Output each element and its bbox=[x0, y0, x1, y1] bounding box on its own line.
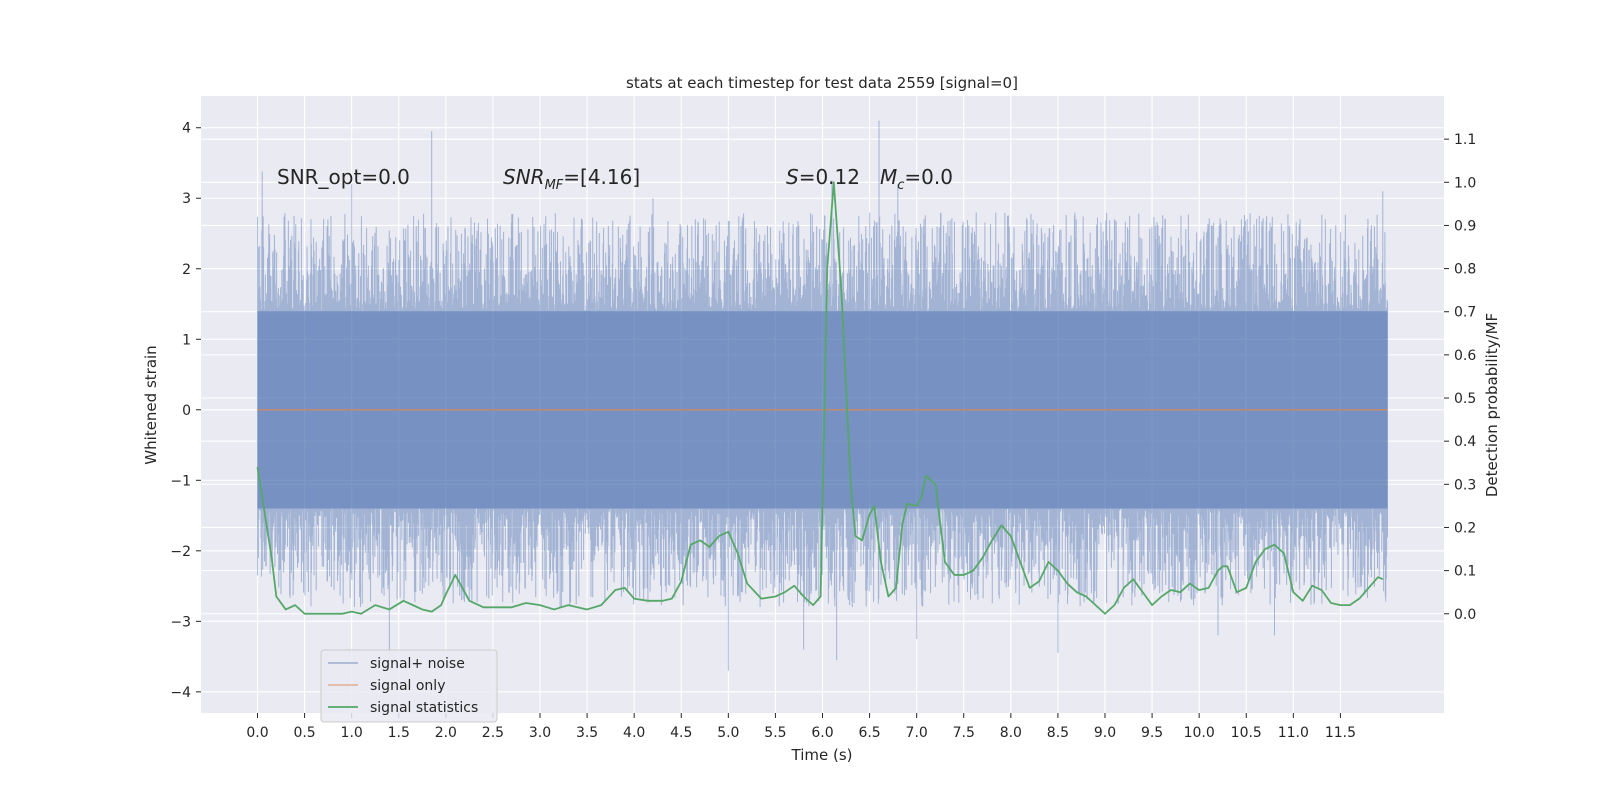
x-tick-label: 5.0 bbox=[717, 725, 739, 741]
legend-label-signal-only: signal only bbox=[370, 678, 445, 694]
x-tick-label: 11.5 bbox=[1325, 725, 1356, 741]
x-tick-label: 2.5 bbox=[482, 725, 504, 741]
y-left-tick-label: 0 bbox=[182, 403, 191, 419]
y-left-tick-label: 1 bbox=[182, 332, 191, 348]
legend-box bbox=[320, 649, 498, 723]
x-axis-label: Time (s) bbox=[791, 746, 853, 764]
legend-label-signal-noise: signal+ noise bbox=[370, 656, 465, 672]
y-right-tick-label: 0.5 bbox=[1454, 391, 1476, 407]
x-tick-label: 9.5 bbox=[1141, 725, 1163, 741]
x-tick-label: 3.5 bbox=[576, 725, 598, 741]
y-left-tick-label: −3 bbox=[170, 614, 191, 630]
x-tick-label: 7.0 bbox=[906, 725, 928, 741]
annotation-mc: Mc=0.0 bbox=[880, 165, 953, 193]
legend-label-signal-statistics: signal statistics bbox=[370, 700, 478, 716]
y-right-tick-label: 0.7 bbox=[1454, 305, 1476, 321]
x-tick-label: 11.0 bbox=[1278, 725, 1309, 741]
y-left-tick-label: −2 bbox=[170, 544, 191, 560]
y-right-tick-label: 0.6 bbox=[1454, 348, 1476, 364]
x-tick-label: 1.5 bbox=[388, 725, 410, 741]
y-right-tick-label: 1.0 bbox=[1454, 175, 1476, 191]
legend: signal+ noise signal only signal statist… bbox=[320, 649, 498, 723]
annotation-snr-mf-sub: MF bbox=[545, 178, 564, 193]
y-right-tick-label: 0.8 bbox=[1454, 262, 1476, 278]
y-right-tick-label: 1.1 bbox=[1454, 132, 1476, 148]
noise-trace bbox=[257, 120, 1388, 671]
y-right-tick-label: 0.9 bbox=[1454, 218, 1476, 234]
annotations: SNR_opt=0.0 SNRMF=[4.16] S=0.12 Mc=0.0 bbox=[277, 165, 953, 193]
y-left-tick-label: 4 bbox=[182, 121, 191, 137]
x-tick-label: 0.5 bbox=[293, 725, 315, 741]
annotation-mc-sub: c bbox=[897, 178, 904, 193]
y-left-tick-label: 3 bbox=[182, 191, 191, 207]
x-tick-label: 10.5 bbox=[1231, 725, 1262, 741]
annotation-mc-symbol: M bbox=[880, 165, 897, 189]
x-tick-label: 4.5 bbox=[670, 725, 692, 741]
x-tick-label: 6.0 bbox=[811, 725, 833, 741]
y-left-tick-label: −4 bbox=[170, 685, 191, 701]
y-right-tick-label: 0.1 bbox=[1454, 564, 1476, 580]
x-tick-label: 7.5 bbox=[953, 725, 975, 741]
annotation-snr-mf-main: SNR bbox=[503, 165, 545, 189]
x-tick-label: 8.0 bbox=[1000, 725, 1022, 741]
y-axis-label-left: Whitened strain bbox=[142, 345, 160, 464]
annotation-snr-opt: SNR_opt=0.0 bbox=[277, 165, 410, 189]
y-right-tick-label: 0.3 bbox=[1454, 477, 1476, 493]
y-right-tick-label: 0.2 bbox=[1454, 520, 1476, 536]
x-tick-label: 10.0 bbox=[1184, 725, 1215, 741]
x-tick-label: 6.5 bbox=[858, 725, 880, 741]
x-tick-label: 9.0 bbox=[1094, 725, 1116, 741]
annotation-snr-mf: SNRMF=[4.16] bbox=[503, 165, 640, 193]
x-tick-label: 2.0 bbox=[435, 725, 457, 741]
x-tick-label: 1.0 bbox=[341, 725, 363, 741]
series-signal-statistics bbox=[256, 181, 1384, 615]
chart-title: stats at each timestep for test data 255… bbox=[626, 74, 1018, 92]
ticks: 0.0 0.5 1.0 1.5 2.0 2.5 3.0 3.5 4.0 4.5 5.0 5.5 6.0 6… bbox=[170, 121, 1476, 741]
x-tick-label: 0.0 bbox=[246, 725, 268, 741]
x-tick-label: 3.0 bbox=[529, 725, 551, 741]
y-right-tick-label: 0.0 bbox=[1454, 607, 1476, 623]
annotation-s-symbol: S bbox=[786, 165, 799, 189]
y-right-tick-label: 0.4 bbox=[1454, 434, 1476, 450]
annotation-s: S=0.12 bbox=[786, 165, 860, 189]
x-tick-label: 8.5 bbox=[1047, 725, 1069, 741]
y-axis-label-right: Detection probability/MF bbox=[1483, 313, 1501, 497]
y-left-tick-label: −1 bbox=[170, 473, 191, 489]
annotation-mc-value: =0.0 bbox=[904, 165, 953, 189]
x-tick-label: 4.0 bbox=[623, 725, 645, 741]
signal-statistics-line bbox=[256, 181, 1384, 615]
annotation-snr-mf-rest: =[4.16] bbox=[563, 165, 640, 189]
y-left-tick-label: 2 bbox=[182, 262, 191, 278]
x-tick-label: 5.5 bbox=[764, 725, 786, 741]
annotation-s-value: =0.12 bbox=[799, 165, 860, 189]
